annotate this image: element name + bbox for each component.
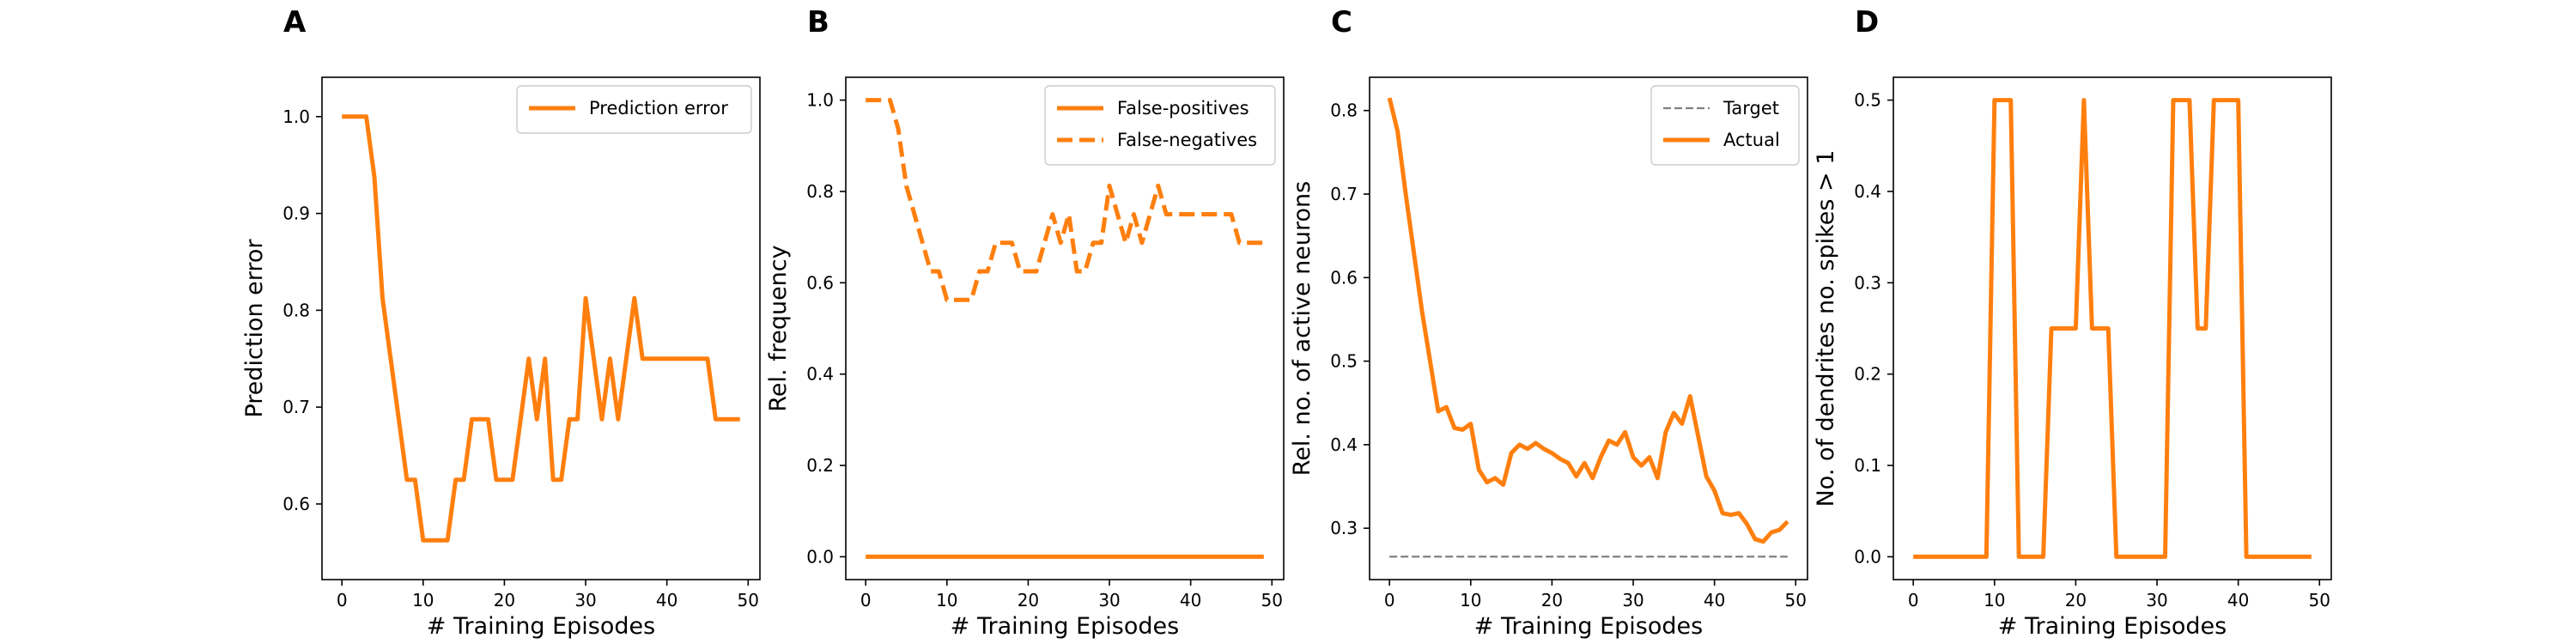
axes-frame [321, 76, 761, 580]
x-tick-label: 40 [1180, 590, 1201, 611]
x-tick-label: 50 [738, 590, 759, 611]
x-tick-label: 30 [2146, 590, 2167, 611]
plot-area [866, 98, 1264, 559]
axes-frame [1369, 76, 1808, 580]
y-tick-label: 0.0 [1854, 546, 1881, 567]
panel-b: B 0 10 20 30 40 50 0.0 0.2 0.4 0.6 0.8 1.0 # Training… [765, 5, 1285, 640]
legend-label: Prediction error [589, 98, 728, 118]
panel-d: D 0 10 20 30 40 50 0.0 0.1 0.2 0.3 0.4 0.5 # Training… [1813, 5, 2332, 640]
x-tick-label: 10 [1984, 590, 2005, 611]
legend-box [1650, 85, 1800, 166]
x-tick-label: 20 [1541, 590, 1563, 611]
y-axis-label: Rel. frequency [765, 245, 792, 411]
x-axis-label: # Training Episodes [951, 613, 1179, 640]
x-tick-label: 10 [1460, 590, 1481, 611]
plot-area [1913, 98, 2312, 559]
x-tick-label: 40 [1704, 590, 1725, 611]
x-tick-label: 10 [936, 590, 957, 611]
panel-c: C 0 10 20 30 40 50 0.3 0.4 0.5 0.6 0.7 0.8 # Training… [1289, 5, 1808, 640]
y-tick-label: 0.3 [1330, 518, 1358, 538]
panel-label: B [807, 5, 829, 39]
legend-label: False-positives [1117, 98, 1249, 118]
y-axis-label: Rel. no. of active neurons [1289, 181, 1315, 476]
x-tick-label: 30 [1098, 590, 1120, 611]
legend-label: False-negatives [1117, 130, 1257, 150]
series-line-prediction-error [342, 114, 740, 543]
y-axis-label: No. of dendrites no. spikes > 1 [1813, 150, 1839, 507]
legend: Prediction error [516, 85, 752, 134]
y-tick-label: 0.9 [283, 204, 310, 224]
y-tick-label: 0.6 [806, 272, 834, 293]
series-line-false-negatives [866, 98, 1264, 302]
x-axis-label: # Training Episodes [1474, 613, 1703, 640]
y-tick-label: 0.8 [1330, 100, 1358, 121]
y-tick-label: 0.4 [1854, 181, 1881, 202]
x-tick-label: 50 [1261, 590, 1283, 611]
axes-frame [845, 76, 1285, 580]
legend-box [516, 85, 752, 134]
plot-area [342, 114, 740, 543]
y-tick-label: 0.4 [1330, 434, 1358, 455]
x-tick-label: 50 [2309, 590, 2330, 611]
y-tick-label: 0.1 [1854, 455, 1881, 476]
x-tick-label: 10 [412, 590, 434, 611]
x-axis-label: # Training Episodes [427, 613, 655, 640]
x-tick-label: 50 [1785, 590, 1807, 611]
x-axis-label: # Training Episodes [1998, 613, 2227, 640]
x-tick-label: 40 [2227, 590, 2249, 611]
y-tick-label: 0.7 [283, 397, 310, 417]
panel-label: D [1855, 5, 1879, 39]
y-tick-label: 1.0 [283, 106, 310, 127]
series-line-actual [1387, 97, 1789, 544]
x-tick-label: 20 [1018, 590, 1039, 611]
legend-label: Target [1722, 98, 1779, 118]
y-tick-label: 0.5 [1854, 90, 1881, 111]
x-tick-label: 20 [2065, 590, 2087, 611]
y-tick-label: 1.0 [806, 90, 834, 111]
y-tick-label: 0.6 [1330, 267, 1358, 288]
y-tick-label: 0.4 [806, 364, 834, 385]
x-tick-label: 30 [1622, 590, 1643, 611]
panel-label: C [1331, 5, 1352, 39]
y-axis-label: Prediction error [241, 239, 268, 418]
axes-frame [1893, 76, 2332, 580]
panel-label: A [283, 5, 307, 39]
legend: False-positives False-negatives [1044, 85, 1276, 166]
plot-area [1387, 97, 1789, 558]
y-tick-label: 0.5 [1330, 351, 1358, 372]
legend: Target Actual [1650, 85, 1800, 166]
panel-a: A 0 10 20 30 40 50 0.6 0.7 0.8 0.9 1.0 # Training Ep… [241, 5, 761, 640]
x-tick-label: 40 [656, 590, 677, 611]
y-tick-label: 0.2 [806, 455, 834, 476]
y-tick-label: 0.3 [1854, 272, 1881, 293]
series-line [1913, 98, 2312, 559]
x-tick-label: 0 [1908, 590, 1919, 611]
legend-label: Actual [1723, 130, 1780, 150]
x-tick-label: 0 [860, 590, 872, 611]
x-tick-label: 30 [574, 590, 596, 611]
x-tick-label: 0 [1384, 590, 1395, 611]
y-tick-label: 0.0 [806, 546, 834, 567]
y-tick-label: 0.8 [283, 300, 310, 320]
y-tick-label: 0.2 [1854, 364, 1881, 385]
x-tick-label: 0 [337, 590, 348, 611]
y-tick-label: 0.6 [283, 494, 310, 514]
legend-box [1044, 85, 1276, 166]
y-tick-label: 0.8 [806, 181, 834, 202]
y-tick-label: 0.7 [1330, 184, 1358, 204]
x-tick-label: 20 [494, 590, 515, 611]
